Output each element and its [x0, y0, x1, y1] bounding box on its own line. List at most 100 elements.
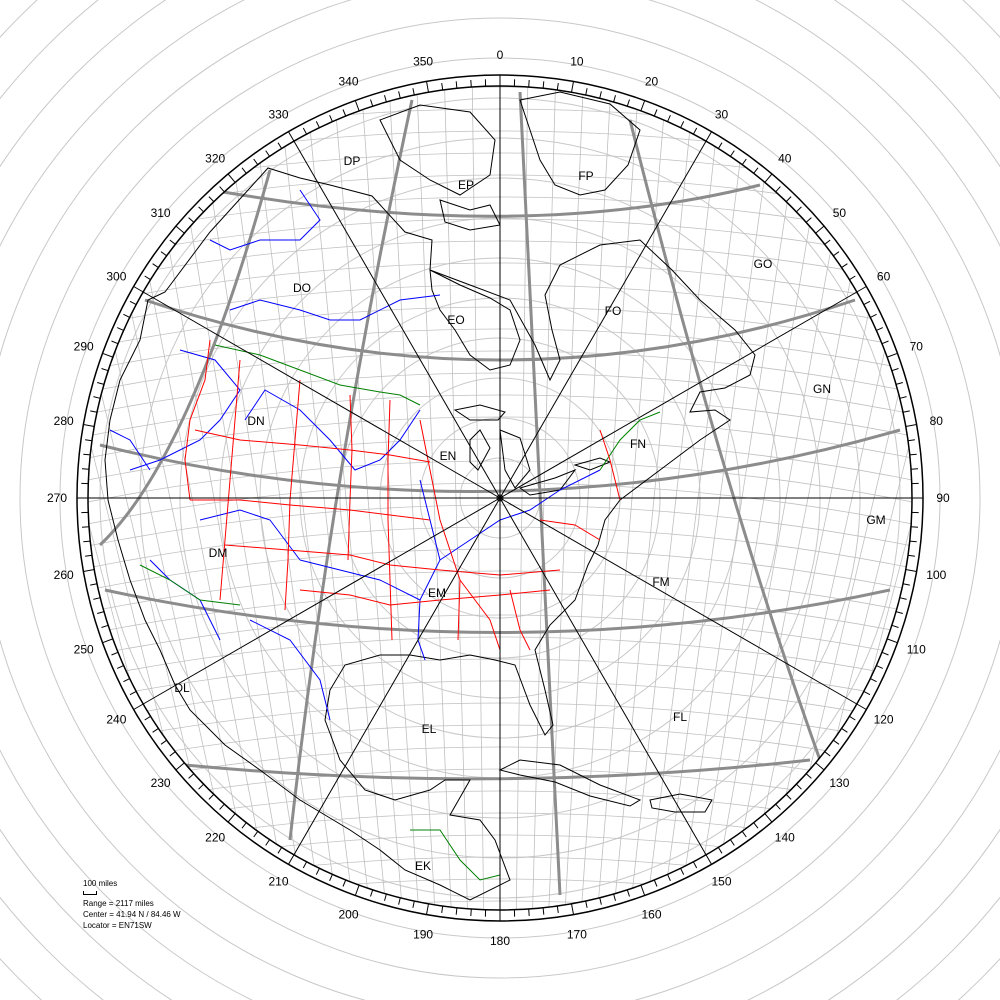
grid-label-gn: GN	[813, 382, 831, 396]
bezel-tick	[902, 410, 910, 413]
bezel-tick	[805, 217, 812, 223]
bezel-tick	[111, 340, 119, 345]
bezel-tick	[133, 703, 144, 710]
bearing-label-340: 340	[338, 75, 358, 89]
bezel-tick	[653, 109, 658, 117]
bearing-label-80: 80	[930, 414, 944, 428]
bezel-tick	[542, 81, 545, 89]
bezel-tick	[93, 396, 101, 399]
bezel-tick	[653, 879, 658, 887]
bezel-tick	[241, 822, 247, 829]
bezel-tick	[412, 88, 415, 96]
fine-parallel	[68, 0, 932, 44]
bezel-tick	[253, 831, 259, 838]
bezel-tick	[796, 783, 802, 790]
bezel-tick	[384, 893, 387, 901]
bezel-tick	[881, 651, 889, 656]
bezel-tick	[241, 167, 247, 174]
bezel-tick	[85, 439, 93, 442]
bezel-tick	[753, 822, 759, 829]
field-parallel	[184, 758, 811, 781]
bezel-tick	[895, 611, 903, 614]
field-meridian	[518, 91, 562, 896]
bezel-tick	[160, 251, 167, 257]
fine-parallel	[68, 967, 932, 1000]
bezel-tick	[876, 665, 884, 669]
bezel-tick	[599, 91, 602, 99]
bezel-tick	[329, 114, 333, 122]
bezel-tick	[90, 410, 98, 413]
bezel-tick	[101, 624, 109, 628]
grid-label-eo: EO	[447, 313, 464, 327]
bezel-tick	[887, 638, 898, 644]
bearing-label-330: 330	[268, 107, 288, 121]
bezel-tick	[342, 879, 347, 887]
bezel-tick	[775, 803, 781, 810]
bezel-tick	[833, 739, 840, 745]
fine-parallel	[68, 945, 932, 990]
range-readout: Range = 2117 miles	[83, 899, 154, 908]
bezel-tick	[556, 83, 559, 91]
bezel-tick	[133, 286, 144, 293]
bearing-label-20: 20	[645, 75, 659, 89]
bezel-tick	[227, 813, 236, 823]
bezel-tick	[102, 638, 113, 644]
bezel-tick	[542, 907, 545, 915]
bezel-tick	[93, 597, 101, 600]
bezel-tick	[219, 186, 225, 193]
bezel-tick	[870, 313, 877, 318]
bezel-tick	[102, 352, 113, 358]
bezel-tick	[753, 167, 759, 174]
bezel-tick	[208, 794, 215, 800]
scale-label: 100 miles	[83, 879, 118, 888]
bezel-tick	[188, 773, 195, 779]
bezel-tick	[370, 99, 374, 107]
bezel-tick	[528, 908, 530, 917]
bearing-label-240: 240	[106, 713, 126, 727]
grid-label-ek: EK	[415, 859, 431, 873]
bearing-spoke	[499, 497, 858, 705]
bezel-tick	[123, 678, 130, 683]
bezel-tick	[626, 889, 630, 897]
grid-label-fn: FN	[630, 437, 646, 451]
bezel-tick	[97, 611, 105, 614]
bezel-tick	[667, 874, 671, 882]
bearing-label-200: 200	[338, 907, 358, 921]
bezel-tick	[277, 847, 283, 854]
field-parallel	[104, 588, 891, 634]
bezel-tick	[160, 739, 167, 745]
bezel-tick	[90, 583, 98, 586]
range-ring	[19, 17, 981, 979]
bezel-tick	[97, 382, 105, 385]
bezel-tick	[796, 206, 802, 213]
bezel-tick	[426, 81, 429, 93]
bezel-tick	[895, 382, 903, 385]
bezel-tick	[370, 889, 374, 897]
bezel-tick	[455, 81, 458, 89]
bezel-tick	[775, 186, 781, 193]
bezel-tick	[899, 396, 907, 399]
bezel-tick	[441, 905, 444, 913]
bearing-label-110: 110	[907, 643, 926, 657]
bezel-tick	[891, 368, 899, 372]
coast-great-lakes	[453, 404, 612, 496]
bezel-tick	[841, 263, 848, 269]
bezel-tick	[849, 715, 856, 721]
coast-hispaniola	[649, 793, 713, 813]
bezel-tick	[208, 196, 215, 202]
bezel-tick	[907, 554, 915, 557]
bearing-label-250: 250	[74, 643, 94, 657]
bezel-tick	[902, 583, 910, 586]
grid-label-em: EM	[428, 586, 446, 600]
bezel-tick	[815, 762, 825, 771]
bearing-label-50: 50	[833, 206, 847, 220]
bezel-tick	[81, 468, 90, 470]
grid-label-ep: EP	[458, 178, 474, 192]
bezel-tick	[169, 751, 176, 757]
bezel-tick	[824, 751, 831, 757]
bearing-label-150: 150	[711, 875, 731, 889]
grid-label-en: EN	[440, 449, 457, 463]
bezel-tick	[129, 690, 137, 696]
coast-north-america	[104, 167, 756, 901]
bezel-tick	[198, 206, 204, 213]
